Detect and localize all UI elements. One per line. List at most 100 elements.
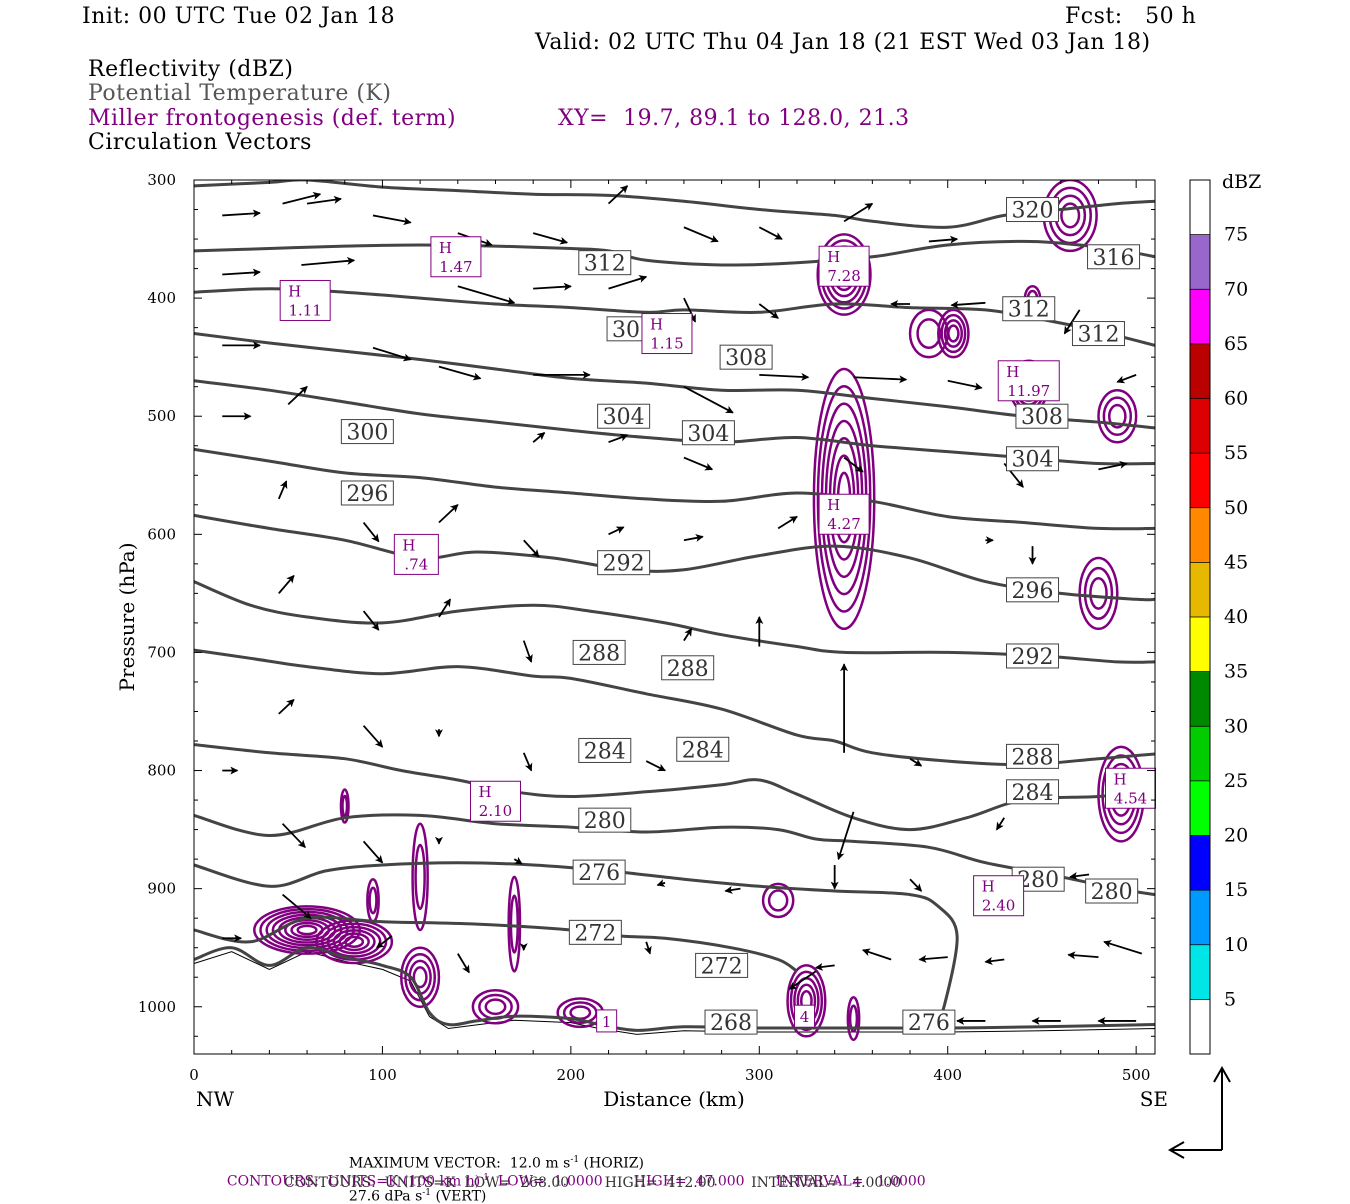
svg-text:288: 288 (578, 641, 620, 666)
fronto-ring (332, 929, 376, 955)
fronto-ring (471, 988, 520, 1025)
fronto-ring (338, 932, 370, 952)
vector-arrow (947, 379, 983, 391)
fronto-ring (1089, 576, 1108, 610)
fronto-ring (816, 233, 872, 316)
theta-contour-284 (194, 743, 1155, 832)
fronto-ring (908, 308, 949, 359)
fronto-ring (767, 889, 789, 912)
svg-text:280: 280 (1017, 868, 1059, 893)
max-vector-horiz: MAXIMUM VECTOR: 12.0 m s (348, 1155, 571, 1172)
svg-text:1: 1 (602, 1013, 612, 1031)
svg-text:H: H (478, 783, 491, 801)
fronto-max-2.10: H2.10 (469, 780, 521, 822)
fronto-ring (344, 935, 365, 948)
vector-arrow (861, 948, 892, 961)
theta-label-288: 288 (572, 639, 626, 666)
color-bar-label: 55 (1224, 442, 1248, 464)
y-tick-label: 1000 (138, 998, 176, 1016)
fronto-ring (943, 319, 964, 348)
vector-arrow (645, 760, 666, 772)
color-bar-label: 65 (1224, 333, 1248, 355)
svg-text:4.54: 4.54 (1114, 789, 1147, 807)
vector-arrow (278, 698, 295, 715)
vector-arrow (281, 823, 306, 849)
x-tick-label: 500 (1122, 1066, 1151, 1084)
svg-text:308: 308 (1021, 405, 1063, 430)
color-bar-segment (1190, 835, 1210, 891)
fronto-ring (368, 886, 378, 915)
y-tick-label: 800 (147, 762, 176, 780)
theta-label-296: 296 (340, 480, 394, 507)
svg-text:304: 304 (1012, 448, 1054, 473)
fronto-max-1.15: H1.15 (641, 313, 693, 355)
svg-text:288: 288 (667, 657, 709, 682)
vector-arrow (853, 375, 908, 384)
theta-label-320: 320 (1006, 197, 1060, 224)
color-bar-segment (1190, 234, 1210, 290)
fronto-ring (1054, 194, 1087, 237)
svg-text:292: 292 (603, 552, 645, 577)
fronto-ring (940, 313, 967, 354)
footer-theta-contours: CONTOURS: UNITS=K LOW= 268.00 HIGH= 412.… (284, 1175, 902, 1191)
vector-arrow (1116, 374, 1137, 384)
fronto-ring (509, 894, 519, 954)
color-bar-label: 25 (1224, 770, 1248, 792)
svg-text:11.97: 11.97 (1007, 382, 1050, 400)
vector-arrow (909, 757, 923, 767)
fronto-label-1: 1 (596, 1009, 618, 1033)
svg-text:276: 276 (908, 1011, 950, 1036)
terrain-outline (193, 951, 1156, 1055)
field-vectors: Circulation Vectors (88, 130, 312, 155)
vector-arrow (1067, 951, 1099, 960)
vector-arrow (438, 365, 482, 381)
svg-text:304: 304 (687, 422, 729, 447)
color-bar-segment (1190, 398, 1210, 454)
fronto-ring (816, 385, 872, 613)
fronto-ring (339, 788, 350, 824)
vector-arrow (301, 256, 356, 266)
vector-arrow (683, 226, 719, 243)
x-tick-label: 100 (368, 1066, 397, 1084)
fronto-ring (411, 822, 429, 932)
vector-arrow (758, 226, 783, 240)
svg-text:284: 284 (1012, 781, 1054, 806)
max-vector-horiz-tag: (HORIZ) (579, 1155, 644, 1172)
vector-arrow (222, 209, 261, 218)
svg-text:2.40: 2.40 (982, 897, 1015, 915)
fronto-max-7.28: H7.28 (818, 245, 870, 287)
theta-label-308: 308 (719, 344, 773, 371)
vector-arrow (843, 202, 874, 223)
fronto-ring (341, 794, 349, 818)
vector-arrow (950, 300, 986, 309)
se-label: SE (1140, 1087, 1168, 1111)
vector-arrow (814, 962, 835, 971)
vector-arrow (843, 456, 864, 473)
y-tick-label: 500 (147, 407, 176, 425)
vector-arrow (656, 879, 666, 887)
y-axis-title: Pressure (hPa) (115, 543, 139, 692)
vector-arrow (759, 372, 810, 381)
fronto-label-4: 4 (794, 1004, 816, 1028)
theta-contour-308 (194, 332, 1155, 430)
color-bar-segment (1190, 453, 1210, 508)
theta-contour-316 (194, 239, 1155, 267)
color-bar-segment (1190, 180, 1210, 235)
cross-section-xy: XY= 19.7, 89.1 to 128.0, 21.3 (558, 106, 910, 131)
fronto-units: CONTOURS: UNITS=K (100 km h) (226, 1173, 481, 1190)
vector-arrow (362, 725, 384, 748)
y-tick-label: 600 (147, 525, 176, 543)
svg-text:300: 300 (346, 421, 388, 446)
color-bar-segment (1190, 507, 1210, 563)
theta-contour-300 (194, 447, 1155, 531)
fronto-units-sup: -1 (480, 1173, 489, 1183)
theta-contour-272 (194, 915, 798, 973)
vector-arrow (608, 275, 648, 290)
fronto-ring (846, 996, 861, 1042)
vector-arrow (608, 433, 629, 444)
svg-text:H: H (982, 878, 995, 896)
svg-text:284: 284 (682, 738, 724, 763)
color-bar-segment (1190, 780, 1210, 836)
axes: 300 400 500 600 700 800 900 1000 0 100 200 300 400 50… (115, 171, 1168, 1111)
